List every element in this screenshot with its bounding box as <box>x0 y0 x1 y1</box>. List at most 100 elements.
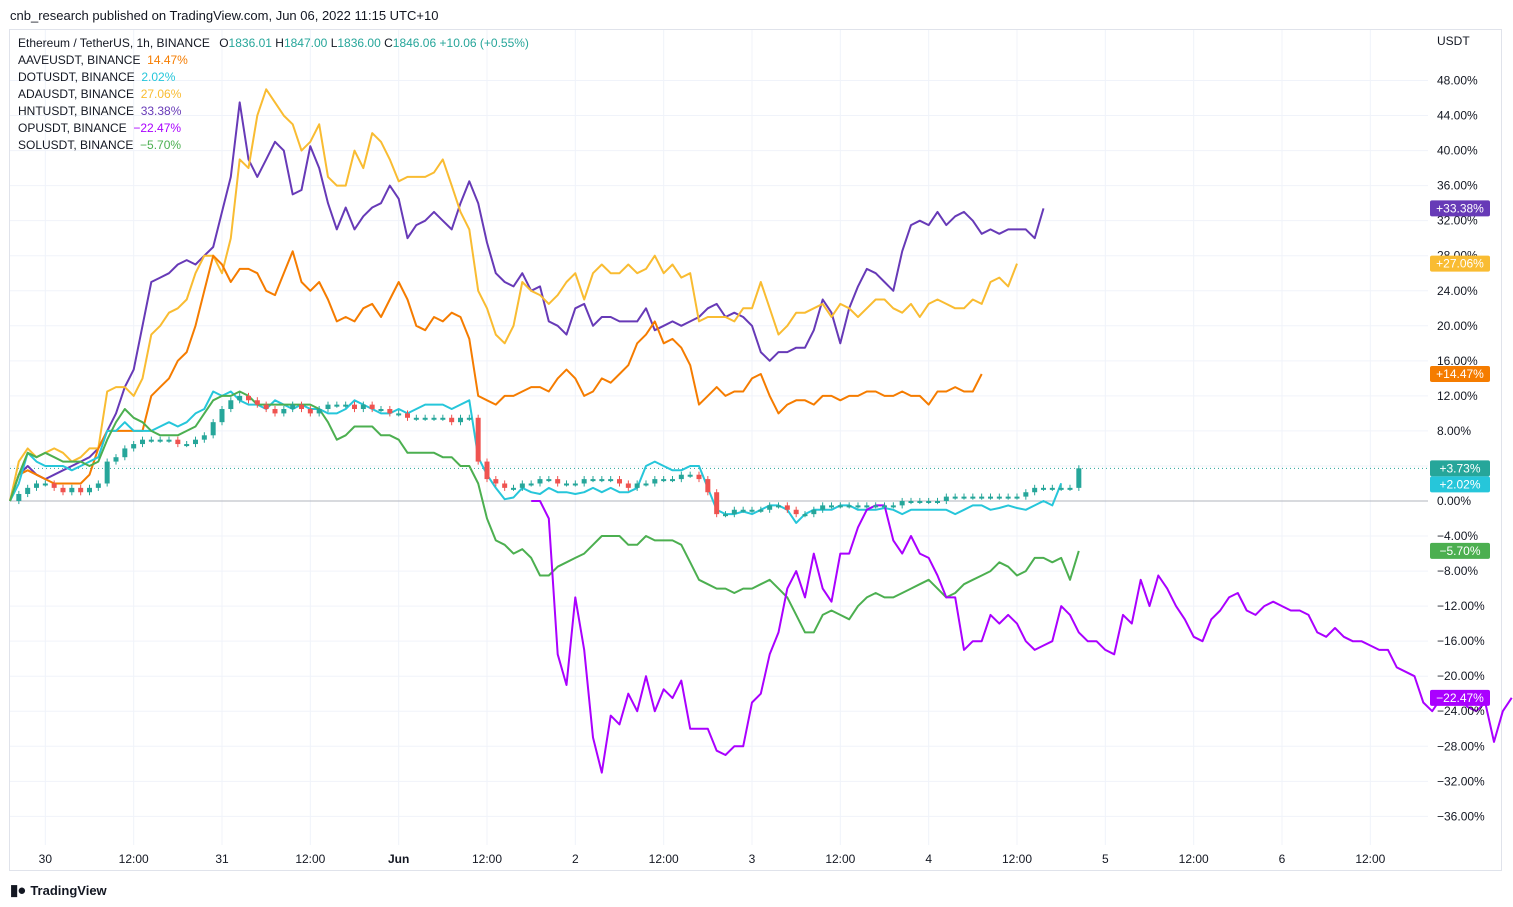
candle-body <box>784 505 790 510</box>
y-tick-label: −12.00% <box>1437 599 1485 613</box>
candle-body <box>917 501 923 503</box>
candle-body <box>634 483 640 488</box>
candle-body <box>290 404 296 410</box>
legend-item-value: 2.02% <box>141 70 176 84</box>
candle-body <box>837 505 843 508</box>
candle-body <box>652 479 658 484</box>
candle-body <box>360 404 366 410</box>
candle-body <box>564 483 569 486</box>
legend-main-symbol[interactable]: Ethereum / TetherUS, 1h, BINANCE <box>18 36 210 50</box>
y-tick-label: 44.00% <box>1437 109 1478 123</box>
legend-item-op[interactable]: OPUSDT, BINANCE −22.47% <box>18 120 529 137</box>
end-tag-label: +14.47% <box>1436 367 1484 381</box>
x-tick-label: 5 <box>1102 852 1109 866</box>
series-line-hntusdt <box>9 101 1045 502</box>
candle-body <box>935 501 940 503</box>
candle-body <box>157 439 163 442</box>
legend-item-ada[interactable]: ADAUSDT, BINANCE 27.06% <box>18 86 529 103</box>
x-tick-label: 2 <box>572 852 579 866</box>
legend-open-value: 1836.01 <box>228 36 272 50</box>
end-tag-label: +27.06% <box>1436 257 1484 271</box>
y-tick-label: 0.00% <box>1437 494 1471 508</box>
candle-body <box>855 505 861 508</box>
candle-body <box>95 483 101 488</box>
x-axis: 30 12:00 31 12:00 Jun 12:00 2 12:00 3 12:00 4 12:00… <box>39 852 1386 866</box>
candle-body <box>502 483 508 488</box>
legend-item-value: −5.70% <box>140 138 182 152</box>
candle-body <box>25 487 31 494</box>
candle-body <box>34 483 39 488</box>
y-tick-label: −24.00% <box>1437 704 1485 718</box>
candle-body <box>228 400 234 410</box>
footer-brand[interactable]: ▮● TradingView <box>10 881 107 899</box>
candle-body <box>758 509 764 512</box>
candle-body <box>378 409 384 412</box>
candle-body <box>219 409 225 423</box>
x-tick-label: 12:00 <box>1179 852 1209 866</box>
end-tag-dotusdt <box>1430 476 1490 493</box>
x-tick-label: Jun <box>388 852 409 866</box>
series-line-opusdt <box>531 500 1513 774</box>
end-tag-label: −5.70% <box>1439 544 1480 558</box>
y-tick-label: 40.00% <box>1437 144 1478 158</box>
candle-body <box>87 487 92 493</box>
candle-body <box>678 474 684 480</box>
candle-body <box>51 483 57 488</box>
legend-close-value: 1846.06 <box>392 36 437 50</box>
candle-body <box>316 409 322 414</box>
y-tick-label: 36.00% <box>1437 179 1478 193</box>
candle-body <box>16 493 22 501</box>
candle-body <box>519 483 525 488</box>
candle-body <box>890 505 896 508</box>
candle-body <box>1049 487 1055 490</box>
candle-body <box>122 448 128 458</box>
candle-body <box>396 413 402 416</box>
candle-body <box>996 496 1002 499</box>
y-tick-label: −16.00% <box>1437 634 1485 648</box>
y-tick-label: 20.00% <box>1437 319 1478 333</box>
candle-body <box>696 474 702 480</box>
candle-body <box>731 509 737 515</box>
candle-body <box>1058 487 1064 490</box>
candle-body <box>458 417 463 423</box>
legend-item-value: 33.38% <box>140 104 182 118</box>
candle-body <box>369 404 375 410</box>
legend-item-hnt[interactable]: HNTUSDT, BINANCE 33.38% <box>18 103 529 120</box>
x-tick-label: 12:00 <box>1355 852 1385 866</box>
y-axis-unit: USDT <box>1437 34 1470 48</box>
legend-item-sol[interactable]: SOLUSDT, BINANCE −5.70% <box>18 137 529 154</box>
candle-body <box>131 444 137 449</box>
x-tick-label: 12:00 <box>1002 852 1032 866</box>
y-tick-label: −8.00% <box>1437 564 1478 578</box>
y-tick-label: −28.00% <box>1437 739 1485 753</box>
candle-body <box>246 395 251 401</box>
candle-body <box>1041 487 1046 490</box>
series-group <box>9 88 1513 774</box>
candle-body <box>537 479 543 484</box>
end-tag-ethusdt <box>1430 460 1490 477</box>
candle-body <box>422 417 428 420</box>
y-tick-label: 12.00% <box>1437 389 1478 403</box>
candle-body <box>740 509 746 512</box>
candle-body <box>440 417 446 420</box>
y-tick-label: −20.00% <box>1437 669 1485 683</box>
candle-body <box>449 417 455 423</box>
end-tag-opusdt <box>1430 689 1490 706</box>
candle-body <box>802 514 808 517</box>
end-tag-hntusdt <box>1430 200 1490 217</box>
legend-item-aave[interactable]: AAVEUSDT, BINANCE 14.47% <box>18 52 529 69</box>
x-tick-label: 3 <box>749 852 756 866</box>
candle-body <box>546 479 552 482</box>
y-tick-label: 16.00% <box>1437 354 1478 368</box>
candle-body <box>69 487 75 493</box>
legend-item-dot[interactable]: DOTUSDT, BINANCE 2.02% <box>18 69 529 86</box>
candle-body <box>466 417 472 420</box>
candle-body <box>184 444 190 447</box>
candle-body <box>1076 468 1082 488</box>
candle-body <box>723 514 728 517</box>
candle-body <box>104 461 110 484</box>
candle-body <box>307 409 313 414</box>
candle-body <box>1005 496 1011 499</box>
y-tick-label: 48.00% <box>1437 74 1478 88</box>
